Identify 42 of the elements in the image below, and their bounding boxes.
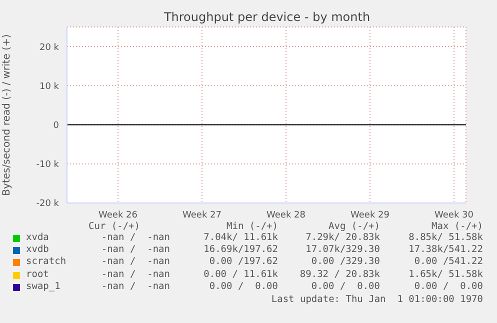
text: 1.65k/ 51.58k	[408, 268, 483, 280]
text: -nan / -nan	[101, 280, 170, 292]
y-tick-label: -10 k	[36, 160, 60, 170]
legend-label: xvda	[26, 232, 49, 243]
text: -nan / -nan	[101, 256, 170, 268]
text: -nan / -nan	[101, 232, 170, 243]
x-tick-label: Week 28	[266, 210, 306, 220]
y-tick-label: -20 k	[36, 199, 60, 210]
y-tick-label: 0	[53, 120, 60, 131]
text: 0.00 /197.62	[209, 256, 278, 268]
text: 17.38k/541.22	[408, 244, 483, 256]
x-tick-label: Week 26	[98, 210, 138, 220]
text: 0.00 /541.22	[414, 256, 483, 268]
y-axis-title: Bytes/second read (-) / write (+)	[2, 34, 13, 196]
legend-label: xvdb	[26, 244, 49, 256]
text: 0.00 / 0.00	[414, 280, 483, 292]
y-tick-label: 20 k	[39, 42, 60, 53]
text: -nan / -nan	[101, 268, 170, 280]
legend-label: swap_1	[26, 280, 60, 292]
text: 0.00 / 11.61k	[204, 268, 278, 280]
y-tick-label: 10 k	[39, 82, 60, 92]
x-tick-label: Week 30	[434, 210, 474, 220]
legend-label: root	[26, 268, 49, 280]
text: 0.00 / 0.00	[311, 280, 380, 292]
text: 89.32 / 20.83k	[300, 268, 380, 280]
legend-label: scratch	[26, 256, 66, 268]
text: Last update: Thu Jan 1 01:00:00 1970	[271, 294, 483, 305]
chart-title: Throughput per device - by month	[162, 10, 372, 24]
text: -nan / -nan	[101, 244, 170, 256]
text: 8.85k/ 51.58k	[408, 232, 483, 243]
text: Avg (-/+)	[328, 221, 380, 232]
text: 17.07k/329.30	[306, 244, 380, 256]
text: 0.00 /329.30	[311, 256, 380, 268]
text: 7.04k/ 11.61k	[204, 232, 278, 243]
text: 7.29k/ 20.83k	[306, 232, 380, 243]
text: Cur (-/+)	[88, 221, 140, 232]
text: 16.69k/197.62	[204, 244, 278, 256]
text: Max (-/+)	[432, 221, 483, 232]
x-tick-label: Week 27	[182, 210, 222, 220]
text: Min (-/+)	[226, 221, 278, 232]
x-tick-label: Week 29	[350, 210, 390, 220]
text: 0.00 / 0.00	[209, 280, 278, 292]
